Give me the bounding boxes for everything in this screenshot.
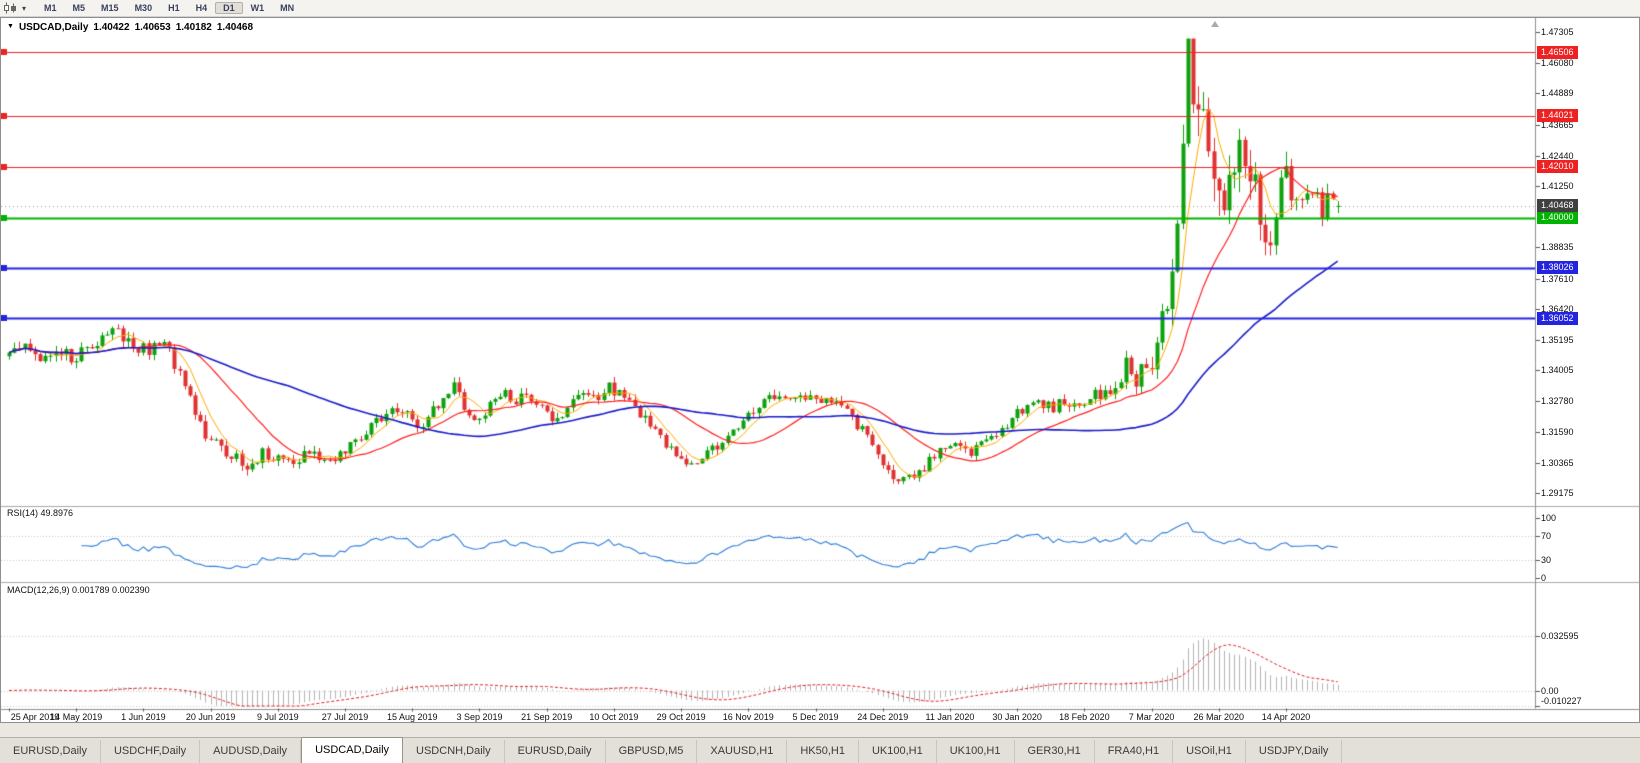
date-axis-label: 29 Oct 2019 xyxy=(656,712,706,722)
chart-tab-usdcnh-daily[interactable]: USDCNH,Daily xyxy=(403,740,505,763)
chart-symbol-period: USDCAD,Daily xyxy=(18,22,89,33)
timeframe-buttons: M1 M5 M15 M30 H1 H4 D1 W1 MN xyxy=(36,2,302,14)
date-axis-label: 27 Jul 2019 xyxy=(321,712,369,722)
chart-type-icon[interactable]: ▾ xyxy=(3,2,26,14)
timeframe-button-m15[interactable]: M15 xyxy=(101,3,119,13)
price-level-tag[interactable]: 1.44021 xyxy=(1537,109,1578,122)
price-axis-tick: 1.34005 xyxy=(1541,365,1574,376)
price-axis-tick: 1.29175 xyxy=(1541,488,1574,498)
ohlc-close: 1.40468 xyxy=(216,22,254,33)
price-level-tag[interactable]: 1.46506 xyxy=(1537,45,1578,59)
rsi-axis-tick: 70 xyxy=(1541,531,1552,541)
ohlc-open: 1.40422 xyxy=(93,22,130,33)
macd-axis-tick: -0.010227 xyxy=(1541,696,1582,706)
price-level-tag[interactable]: 1.36052 xyxy=(1537,311,1578,325)
price-axis-tick: 1.44889 xyxy=(1541,88,1574,99)
chart-tab-ger30-h1[interactable]: GER30,H1 xyxy=(1015,740,1095,763)
price-level-tag[interactable]: 1.42010 xyxy=(1537,160,1578,174)
date-axis-label: 18 Feb 2020 xyxy=(1059,712,1110,722)
chart-tab-eurusd-daily[interactable]: EURUSD,Daily xyxy=(505,740,606,763)
timeframe-button-d1[interactable]: D1 xyxy=(215,2,243,14)
chart-tab-gbpusd-m5[interactable]: GBPUSD,M5 xyxy=(606,740,698,763)
price-axis-tick: 1.37610 xyxy=(1541,273,1574,284)
price-axis-tick: 1.42440 xyxy=(1541,150,1574,161)
price-level-tag[interactable]: 1.40000 xyxy=(1537,211,1578,225)
price-axis-tick: 1.36420 xyxy=(1541,303,1574,314)
current-price-tag: 1.40468 xyxy=(1537,199,1578,213)
date-axis-label: 1 Jun 2019 xyxy=(121,712,166,722)
date-axis-label: 10 Oct 2019 xyxy=(589,712,639,722)
price-axis-tick: 1.38835 xyxy=(1541,242,1574,253)
macd-axis-tick: 0.032595 xyxy=(1541,630,1579,641)
date-axis-label: 16 Nov 2019 xyxy=(722,712,774,722)
price-chart-canvas[interactable] xyxy=(1,18,1639,722)
rsi-axis-tick: 100 xyxy=(1541,513,1557,523)
rsi-axis-tick: 0 xyxy=(1541,573,1547,583)
price-axis-tick: 1.32780 xyxy=(1541,396,1574,407)
date-axis-label: 9 Jul 2019 xyxy=(257,712,299,722)
chart-tab-uk100-h1[interactable]: UK100,H1 xyxy=(859,740,937,763)
chart-tabs-bar: EURUSD,Daily USDCHF,Daily AUDUSD,Daily USDC… xyxy=(0,737,1640,763)
chart-tab-xauusd-h1[interactable]: XAUUSD,H1 xyxy=(697,740,788,763)
date-axis-label: 15 Aug 2019 xyxy=(386,712,438,722)
timeframe-button-m5[interactable]: M5 xyxy=(72,3,86,13)
rsi-indicator-label: RSI(14) 49.8976 xyxy=(7,508,74,518)
price-axis-tick: 1.41250 xyxy=(1541,180,1574,191)
timeframe-button-h4[interactable]: H4 xyxy=(195,3,208,13)
date-axis-label: 20 Jun 2019 xyxy=(185,712,236,722)
price-axis-tick: 1.31590 xyxy=(1541,426,1574,437)
dropdown-arrow-icon: ▾ xyxy=(22,3,27,13)
price-axis-tick: 1.30365 xyxy=(1541,457,1574,468)
date-axis-label: 14 Apr 2020 xyxy=(1261,712,1311,722)
ohlc-low: 1.40182 xyxy=(175,22,212,33)
date-axis-label: 11 Jan 2020 xyxy=(925,712,975,722)
date-axis-label: 3 Sep 2019 xyxy=(456,712,503,722)
timeframe-button-h1[interactable]: H1 xyxy=(168,3,180,13)
date-axis-label: 30 Jan 2020 xyxy=(992,712,1042,722)
price-level-tag[interactable]: 1.38026 xyxy=(1537,261,1578,275)
price-axis-tick: 1.43665 xyxy=(1541,119,1574,130)
date-axis-label: 7 Mar 2020 xyxy=(1128,712,1175,722)
chart-shift-marker[interactable] xyxy=(1211,21,1219,27)
macd-axis-tick: 0.00 xyxy=(1541,685,1559,696)
chart-tab-uk100-h1[interactable]: UK100,H1 xyxy=(937,740,1015,763)
timeframe-button-mn[interactable]: MN xyxy=(280,3,295,13)
price-axis-tick: 1.47305 xyxy=(1541,27,1574,37)
chart-tab-eurusd-daily[interactable]: EURUSD,Daily xyxy=(0,740,101,763)
timeframe-button-m30[interactable]: M30 xyxy=(134,3,153,13)
date-axis-label: 5 Dec 2019 xyxy=(792,712,839,722)
chart-window: ▼ USDCAD,Daily 1.40422 1.40653 1.40182 1… xyxy=(0,17,1640,723)
date-axis-label: 25 Apr 2019 xyxy=(10,712,60,722)
price-axis-tick: 1.35195 xyxy=(1541,334,1574,345)
price-axis-tick: 1.46080 xyxy=(1541,58,1574,69)
timeframe-toolbar: ▾ M1 M5 M15 M30 H1 H4 D1 W1 MN xyxy=(0,0,1640,17)
date-axis-label: 14 May 2019 xyxy=(50,712,103,722)
chart-tab-usdchf-daily[interactable]: USDCHF,Daily xyxy=(101,740,201,763)
chart-tab-usoil-h1[interactable]: USOil,H1 xyxy=(1173,740,1246,763)
chart-tab-usdjpy-daily[interactable]: USDJPY,Daily xyxy=(1246,740,1343,763)
date-axis-label: 26 Mar 2020 xyxy=(1193,712,1245,722)
timeframe-button-w1[interactable]: W1 xyxy=(250,3,265,13)
chart-tab-hk50-h1[interactable]: HK50,H1 xyxy=(787,740,859,763)
chart-tab-usdcad-daily[interactable]: USDCAD,Daily xyxy=(301,737,404,763)
date-axis-label: 24 Dec 2019 xyxy=(857,712,909,722)
chart-tab-audusd-daily[interactable]: AUDUSD,Daily xyxy=(200,740,302,763)
ohlc-high: 1.40653 xyxy=(134,22,171,33)
candlestick-icon xyxy=(4,2,16,14)
rsi-axis-tick: 30 xyxy=(1541,555,1552,565)
date-axis-label: 21 Sep 2019 xyxy=(521,712,573,722)
chart-title: ▼ USDCAD,Daily 1.40422 1.40653 1.40182 1… xyxy=(7,22,253,33)
timeframe-button-m1[interactable]: M1 xyxy=(44,3,57,13)
macd-indicator-label: MACD(12,26,9) 0.001789 0.002390 xyxy=(7,585,150,595)
chart-tab-fra40-h1[interactable]: FRA40,H1 xyxy=(1095,740,1174,763)
chart-dropdown-icon[interactable]: ▼ xyxy=(7,23,14,30)
